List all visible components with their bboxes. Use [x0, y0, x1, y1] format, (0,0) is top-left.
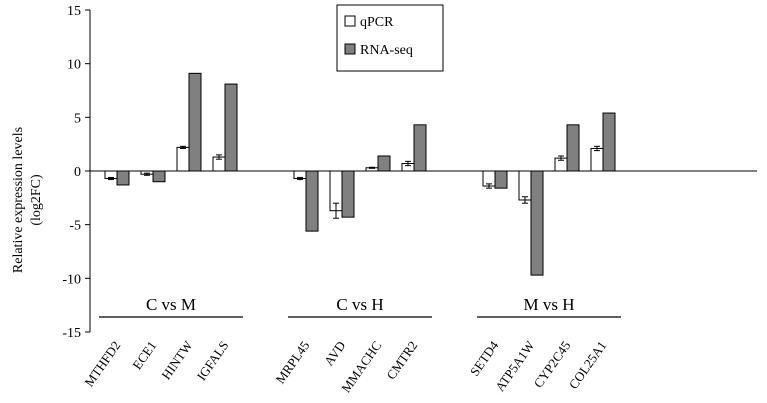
y-axis-title-line1: Relative expression levels: [11, 127, 26, 273]
legend-label-qpcr: qPCR: [360, 15, 394, 30]
y-tick-label: -5: [69, 219, 81, 234]
bar-rna-seq-col25a1: [602, 112, 616, 172]
x-tick-label-igfals: IGFALS: [194, 338, 232, 383]
bar-qpcr-col25a1: [590, 147, 604, 172]
bars: [104, 72, 616, 276]
y-axis-title-line2: (log2FC): [29, 174, 44, 226]
x-tick-label-cmtr2: CMTR2: [383, 338, 420, 382]
legend-swatch-rnaseq: [344, 43, 356, 55]
x-tick-label-mthfd2: MTHFD2: [81, 338, 123, 389]
bar-rna-seq-mmachc: [377, 155, 391, 172]
group-label-m-vs-h: M vs H: [523, 295, 574, 314]
bar-rna-seq-avd: [341, 170, 355, 218]
x-tick-label-ece1: ECE1: [129, 338, 159, 372]
y-tick-label: -10: [62, 272, 81, 287]
group-label-c-vs-m: C vs M: [146, 295, 196, 314]
bar-rna-seq-mthfd2: [116, 170, 130, 186]
x-tick-label-setd4: SETD4: [467, 338, 502, 379]
bar-rna-seq-setd4: [494, 170, 508, 189]
y-tick-label: -15: [62, 326, 81, 341]
x-tick-label-avd: AVD: [321, 338, 348, 368]
y-tick-label: 5: [74, 111, 81, 126]
bar-rna-seq-cyp2c45: [566, 124, 580, 172]
legend-label-rnaseq: RNA-seq: [360, 43, 413, 58]
bar-qpcr-atp5a1w: [518, 170, 532, 201]
bar-rna-seq-atp5a1w: [530, 170, 544, 276]
y-tick-label: 15: [67, 4, 81, 19]
bar-rna-seq-cmtr2: [413, 124, 427, 172]
y-axis-title: Relative expression levels (log2FC): [11, 127, 44, 273]
x-tick-label-mrpl45: MRPL45: [272, 338, 312, 386]
x-tick-label-hintw: HINTW: [158, 338, 196, 383]
bar-rna-seq-mrpl45: [305, 170, 319, 232]
y-tick-label: 0: [74, 165, 81, 180]
bar-qpcr-hintw: [176, 146, 190, 172]
bar-rna-seq-hintw: [188, 72, 202, 172]
group-label-c-vs-h: C vs H: [336, 295, 383, 314]
legend: qPCR RNA-seq: [336, 4, 444, 72]
bar-rna-seq-igfals: [224, 83, 238, 172]
legend-swatch-qpcr: [344, 15, 356, 27]
y-tick-label: 10: [67, 58, 81, 73]
bar-rna-seq-ece1: [152, 170, 166, 183]
group-labels: C vs M C vs H M vs H: [99, 295, 621, 318]
